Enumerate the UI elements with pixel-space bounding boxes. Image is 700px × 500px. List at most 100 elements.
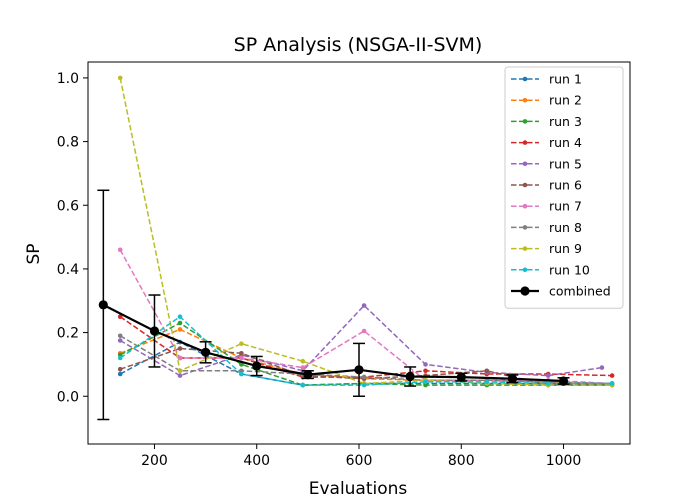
combined-point [303, 370, 313, 380]
legend-entry: run 8 [511, 220, 582, 235]
data-point [484, 368, 490, 374]
data-point [177, 368, 183, 374]
combined-point [405, 371, 415, 382]
series-run-8 [117, 333, 615, 386]
data-point [117, 355, 123, 361]
data-point [177, 346, 183, 351]
legend-marker [522, 246, 528, 251]
series-combined [97, 189, 570, 421]
data-point [423, 362, 428, 367]
data-point [361, 382, 367, 388]
y-tick-label: 0.4 [57, 262, 79, 278]
data-point [423, 382, 428, 388]
x-axis-label: Evaluations [309, 479, 408, 499]
x-tick-label: 600 [346, 453, 373, 469]
legend-label: run 5 [549, 156, 582, 171]
data-point [117, 247, 123, 253]
data-point [239, 351, 244, 356]
data-point [117, 338, 123, 343]
data-point [177, 327, 183, 332]
x-tick-label: 400 [243, 453, 270, 469]
legend-marker [522, 203, 528, 209]
combined-point [201, 347, 211, 357]
data-point [117, 75, 123, 81]
data-point [177, 373, 183, 378]
data-point [177, 314, 183, 320]
legend-label: combined [549, 284, 611, 299]
legend-marker [522, 119, 528, 124]
legend-marker [522, 182, 528, 188]
legend-entry: run 2 [511, 93, 582, 108]
legend-marker [520, 286, 530, 296]
series-layer [117, 75, 615, 388]
combined-point [98, 300, 108, 310]
series-line [119, 304, 603, 377]
legend-label: run 9 [549, 241, 582, 256]
legend-marker [522, 225, 528, 230]
y-tick-label: 0.0 [57, 389, 79, 405]
combined-point [456, 372, 466, 382]
legend-label: run 4 [549, 135, 582, 150]
legend-marker [522, 76, 528, 82]
combined-line [102, 303, 564, 383]
combined-series-layer [97, 189, 570, 421]
data-point [361, 303, 367, 308]
legend-entry: run 7 [511, 199, 582, 214]
data-point [300, 358, 306, 364]
legend-entry: run 10 [511, 262, 590, 277]
y-tick-label: 0.8 [57, 135, 79, 151]
y-tick-label: 1.0 [57, 71, 79, 87]
data-point [239, 371, 244, 377]
data-point [239, 341, 244, 347]
legend-label: run 7 [549, 199, 582, 214]
data-point [361, 328, 367, 334]
data-point [117, 333, 123, 339]
combined-point [252, 361, 262, 371]
data-point [117, 314, 123, 320]
data-point [117, 371, 123, 377]
data-point [609, 373, 615, 378]
legend-label: run 2 [549, 93, 582, 108]
legend-entry: run 5 [511, 156, 582, 171]
x-tick-label: 200 [141, 453, 168, 469]
combined-point [558, 376, 569, 386]
data-point [545, 373, 551, 378]
data-point [300, 382, 306, 388]
data-point [300, 365, 306, 370]
legend-marker [522, 140, 528, 145]
data-point [361, 374, 367, 380]
legend-entry: combined [511, 284, 611, 299]
series-line [119, 335, 613, 385]
combined-point [354, 365, 364, 375]
legend-entry: run 6 [511, 178, 582, 193]
y-tick-label: 0.6 [57, 198, 79, 214]
legend-entry: run 9 [511, 241, 582, 256]
data-point [599, 365, 605, 370]
data-point [545, 381, 551, 386]
legend-entry: run 3 [511, 114, 582, 129]
legend-entry: run 4 [511, 135, 582, 150]
data-point [484, 379, 490, 385]
legend-box [504, 66, 624, 309]
data-point [177, 320, 183, 326]
legend-label: run 3 [549, 114, 582, 129]
legend-label: run 6 [549, 178, 582, 193]
legend-label: run 8 [549, 220, 582, 235]
legend: run 1 run 2 run 3 run 4 run 5 run 6 run 7 run 8… [504, 66, 624, 309]
legend-marker [522, 267, 528, 273]
x-tick-label: 1000 [546, 453, 582, 469]
series-line [119, 77, 613, 386]
legend-entry: run 1 [511, 72, 582, 87]
combined-point [149, 326, 160, 336]
data-point [423, 368, 428, 374]
series-line [119, 315, 613, 386]
data-point [239, 355, 244, 361]
data-point [177, 355, 183, 361]
y-axis-label: SP [24, 243, 44, 264]
data-point [117, 366, 123, 372]
data-point [609, 381, 615, 386]
legend-marker [522, 161, 528, 167]
y-tick-label: 0.2 [57, 326, 79, 342]
